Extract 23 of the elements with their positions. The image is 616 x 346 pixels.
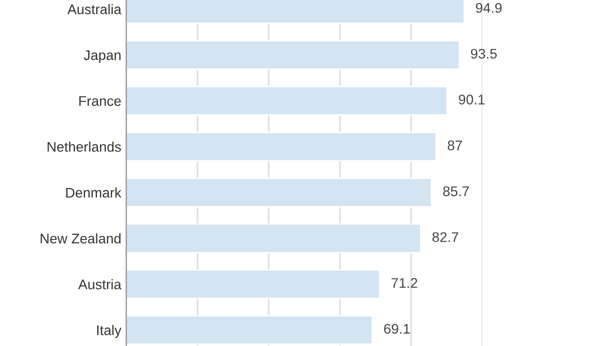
bar [126,269,380,300]
data-label: 87 [448,140,462,150]
bar [126,132,437,162]
data-label: 69.1 [384,324,410,334]
data-label: 93.5 [470,48,497,59]
y-tick-label: France [79,96,121,106]
y-tick-label: Austria [78,279,122,290]
y-tick-label: Australia [67,4,122,14]
y-tick-label: New Zealand [40,233,121,244]
y-tick-label: Italy [97,324,122,338]
bar [126,315,374,345]
bar [126,223,422,254]
data-label: 85.7 [443,186,469,196]
bar [126,178,432,208]
y-tick-label: Denmark [66,187,122,198]
bar [126,86,448,116]
y-tick-label: Netherlands [48,142,121,152]
data-label: 82.7 [432,232,458,242]
bar [126,40,460,70]
data-label: 90.1 [458,94,485,104]
data-label: 71.2 [392,278,418,288]
y-tick-label: Japan [84,50,121,63]
data-label: 94.9 [476,2,502,13]
